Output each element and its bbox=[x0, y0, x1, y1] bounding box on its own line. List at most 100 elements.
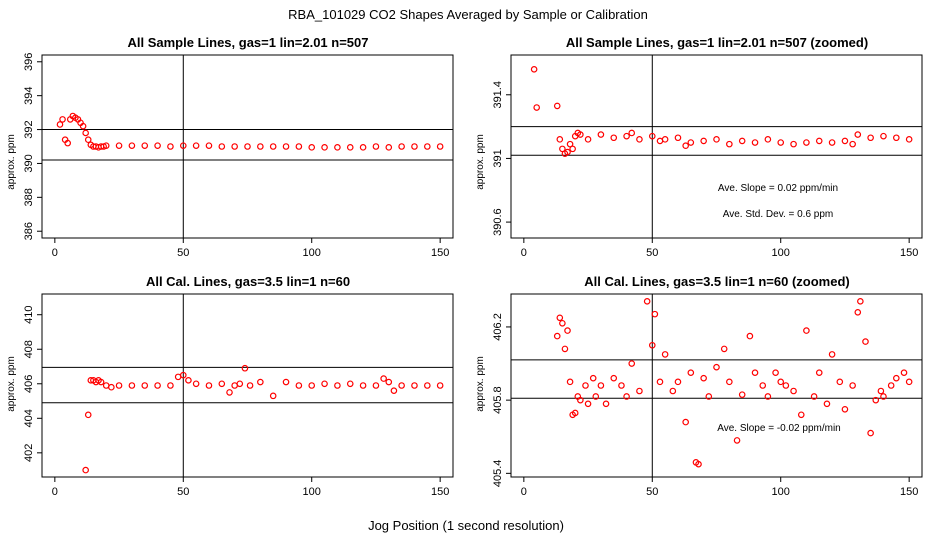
data-point bbox=[346, 380, 354, 388]
data-point bbox=[559, 319, 566, 327]
data-point bbox=[269, 143, 277, 150]
std-dev-annotation: Ave. Std. Dev. = 0.6 ppm bbox=[723, 209, 834, 220]
data-point bbox=[682, 142, 689, 150]
data-point bbox=[592, 393, 600, 400]
data-point bbox=[577, 131, 584, 138]
data-point bbox=[764, 136, 772, 143]
data-point bbox=[436, 382, 444, 389]
data-point bbox=[849, 382, 856, 389]
panel-title: All Sample Lines, gas=1 lin=2.01 n=507 bbox=[128, 35, 369, 50]
y-tick-label: 405.4 bbox=[492, 460, 504, 488]
data-point bbox=[862, 338, 869, 345]
data-point bbox=[656, 378, 664, 386]
data-point bbox=[893, 374, 900, 382]
data-point bbox=[880, 132, 887, 140]
x-tick-label: 150 bbox=[431, 247, 449, 259]
data-point bbox=[877, 387, 885, 395]
data-point bbox=[582, 382, 589, 389]
data-point bbox=[154, 142, 161, 149]
data-point bbox=[321, 144, 328, 151]
data-point bbox=[246, 382, 254, 389]
data-point bbox=[661, 351, 669, 358]
data-point bbox=[571, 409, 579, 417]
data-point bbox=[682, 418, 689, 426]
data-point bbox=[887, 382, 895, 389]
data-point bbox=[674, 134, 682, 142]
data-point bbox=[700, 374, 707, 382]
panel-title: All Cal. Lines, gas=3.5 lin=1 n=60 bbox=[146, 274, 350, 289]
data-point bbox=[141, 382, 149, 389]
data-point bbox=[282, 378, 290, 386]
data-point bbox=[810, 393, 818, 400]
slope-annotation: Ave. Slope = 0.02 ppm/min bbox=[718, 183, 838, 194]
x-tick-label: 0 bbox=[521, 247, 527, 259]
y-axis-label: approx. ppm bbox=[6, 356, 17, 412]
data-point bbox=[651, 310, 659, 318]
y-tick-label: 405.8 bbox=[492, 386, 504, 414]
data-point bbox=[56, 121, 64, 128]
data-point bbox=[79, 122, 87, 130]
data-point bbox=[385, 144, 393, 151]
data-point bbox=[828, 139, 836, 146]
data-point bbox=[628, 129, 636, 137]
data-point bbox=[628, 360, 636, 367]
data-point bbox=[556, 314, 564, 322]
data-point bbox=[559, 145, 566, 153]
data-point bbox=[553, 332, 561, 340]
data-point bbox=[380, 375, 387, 382]
y-tick-label: 406.2 bbox=[492, 313, 504, 341]
data-point bbox=[733, 437, 741, 444]
data-point bbox=[857, 298, 864, 305]
data-point bbox=[584, 400, 592, 408]
data-point bbox=[154, 382, 161, 389]
data-point bbox=[308, 144, 316, 151]
data-point bbox=[82, 129, 89, 137]
x-tick-label: 100 bbox=[303, 486, 321, 498]
data-point bbox=[295, 143, 303, 150]
data-point bbox=[359, 382, 367, 389]
plot-frame bbox=[510, 54, 923, 239]
x-tick-label: 50 bbox=[177, 247, 189, 259]
y-axis-label: approx. ppm bbox=[475, 356, 486, 412]
data-point bbox=[841, 137, 849, 145]
data-point bbox=[359, 144, 367, 151]
data-point bbox=[880, 393, 887, 400]
data-point bbox=[282, 143, 290, 150]
x-tick-label: 50 bbox=[177, 486, 189, 498]
data-point bbox=[564, 327, 571, 334]
panel-title: All Cal. Lines, gas=3.5 lin=1 n=60 (zoom… bbox=[584, 274, 850, 289]
x-tick-label: 150 bbox=[900, 247, 918, 259]
data-point bbox=[102, 142, 110, 149]
data-point bbox=[257, 378, 264, 386]
data-point bbox=[738, 137, 746, 145]
data-point bbox=[424, 143, 431, 150]
data-point bbox=[589, 374, 597, 382]
x-tick-label: 150 bbox=[900, 486, 918, 498]
x-tick-label: 50 bbox=[646, 486, 658, 498]
data-point bbox=[334, 382, 341, 389]
panel-cal-lines: All Cal. Lines, gas=3.5 lin=1 n=60 appro… bbox=[6, 274, 454, 498]
data-point bbox=[623, 132, 630, 140]
x-tick-label: 100 bbox=[772, 247, 790, 259]
data-point bbox=[700, 137, 707, 145]
data-point bbox=[257, 143, 264, 150]
plot-frame bbox=[41, 293, 454, 478]
x-tick-label: 0 bbox=[52, 486, 58, 498]
data-point bbox=[687, 369, 695, 376]
y-tick-label: 406 bbox=[23, 375, 35, 393]
data-point bbox=[97, 378, 105, 386]
data-point bbox=[900, 369, 908, 376]
data-point bbox=[726, 378, 733, 386]
y-tick-label: 402 bbox=[23, 444, 35, 462]
data-point bbox=[533, 104, 540, 111]
data-point bbox=[836, 378, 844, 386]
data-point bbox=[218, 143, 226, 150]
y-tick-label: 410 bbox=[23, 306, 35, 324]
data-point bbox=[167, 143, 174, 150]
data-point bbox=[334, 144, 341, 151]
plot-frame bbox=[41, 54, 454, 239]
x-tick-label: 50 bbox=[646, 247, 658, 259]
data-point bbox=[205, 142, 213, 149]
data-point bbox=[815, 137, 823, 145]
data-point bbox=[269, 392, 277, 400]
